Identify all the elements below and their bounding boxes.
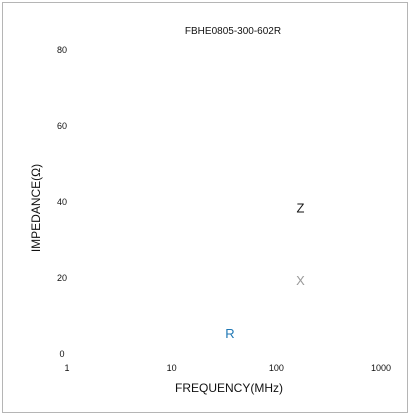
series-label-x: X xyxy=(296,273,305,288)
x-tick-label: 10 xyxy=(167,363,177,373)
y-tick-label: 0 xyxy=(59,349,64,359)
y-axis-label: IMPEDANCE(Ω) xyxy=(29,164,43,252)
y-tick-labels: 0 20 40 60 80 xyxy=(57,45,67,359)
chart-title: FBHE0805-300-602R xyxy=(185,26,281,37)
impedance-chart: FBHE0805-300-602R IMPEDANCE(Ω) FREQUENCY… xyxy=(29,26,391,395)
x-tick-label: 1000 xyxy=(371,363,391,373)
y-tick-label: 40 xyxy=(57,197,67,207)
series-label-r: R xyxy=(225,326,234,341)
x-tick-labels: 1 10 100 1000 xyxy=(64,363,391,373)
series-labels: Z X R xyxy=(225,201,305,341)
y-tick-label: 20 xyxy=(57,273,67,283)
y-tick-label: 60 xyxy=(57,121,67,131)
x-tick-label: 1 xyxy=(64,363,69,373)
x-axis-label: FREQUENCY(MHz) xyxy=(175,381,283,395)
x-tick-label: 100 xyxy=(269,363,284,373)
y-tick-label: 80 xyxy=(57,45,67,55)
series-label-z: Z xyxy=(296,201,304,216)
